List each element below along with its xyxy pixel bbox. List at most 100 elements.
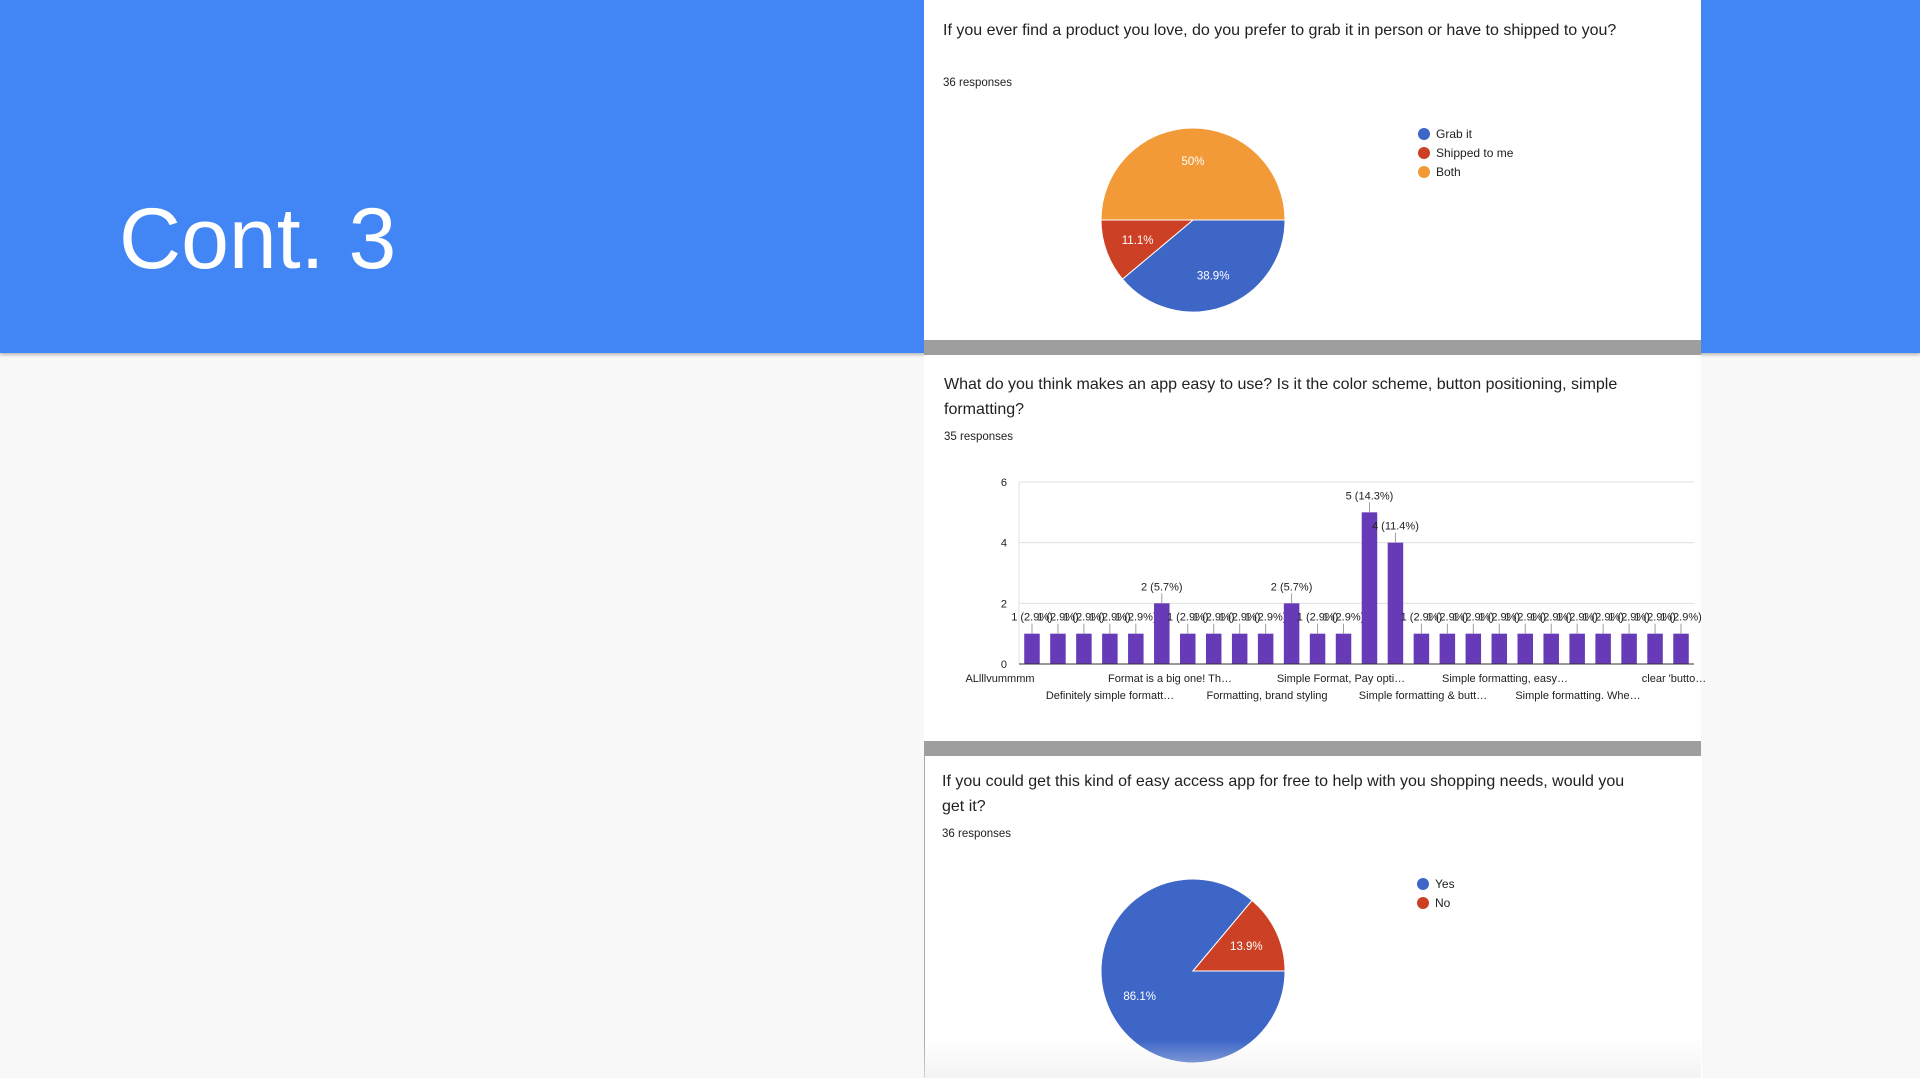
bar-data-label: 1 (2.9%)	[1089, 612, 1131, 624]
x-tick-label: Simple formatting. Whe…	[1515, 690, 1640, 702]
legend-marker-icon	[1418, 127, 1430, 140]
bar	[1569, 633, 1585, 664]
bar-data-label: 1 (2.9%)	[1582, 612, 1624, 624]
legend-item: No	[1417, 893, 1455, 912]
bar	[1257, 633, 1274, 664]
survey-card-q1: If you ever find a product you love, do …	[924, 0, 1701, 340]
legend-label: Grab it	[1436, 126, 1473, 141]
legend-marker-icon	[1417, 896, 1429, 909]
bar	[1335, 633, 1352, 664]
x-tick-label: Simple formatting & butt…	[1359, 690, 1487, 702]
bar-data-label: 1 (2.9%)	[1427, 612, 1469, 624]
bar-data-label: 2 (5.7%)	[1141, 581, 1183, 593]
legend-label: No	[1435, 895, 1451, 910]
bar	[1673, 633, 1689, 664]
question-text: What do you think makes an app easy to u…	[944, 376, 1618, 418]
pie-slice-value-label: 50%	[1181, 156, 1204, 168]
bar	[1024, 633, 1040, 664]
bar-data-label: 1 (2.9%)	[1063, 612, 1105, 624]
y-tick-label: 6	[1001, 477, 1007, 489]
bar	[1439, 633, 1456, 664]
bar-data-label: 1 (2.9%)	[1193, 612, 1235, 624]
bar-data-label: 4 (11.4%)	[1372, 521, 1419, 533]
bar	[1647, 633, 1663, 664]
response-count: 36 responses	[942, 828, 1012, 840]
bar	[1361, 512, 1378, 664]
legend-marker-icon	[1418, 146, 1430, 159]
pie-slice-shipped-to-me	[1100, 219, 1195, 280]
bar	[1309, 633, 1326, 664]
bar	[1050, 633, 1066, 664]
bar-data-label: 1 (2.9%)	[1634, 612, 1676, 624]
bar	[1231, 633, 1248, 664]
bar	[1283, 603, 1300, 664]
bar-data-label: 1 (2.9%)	[1478, 612, 1520, 624]
legend-item: Yes	[1417, 874, 1455, 893]
bar-data-label: 1 (2.9%)	[1660, 612, 1702, 624]
bar	[1387, 542, 1404, 664]
y-tick-label: 4	[1001, 538, 1007, 550]
x-tick-label: ALlllvummmm	[965, 673, 1034, 685]
bar	[1076, 633, 1092, 664]
legend-label: Both	[1436, 164, 1461, 179]
bar	[1180, 633, 1196, 664]
bar	[1128, 633, 1144, 664]
bar	[1413, 633, 1430, 664]
pie-chart-q1: 38.9% 11.1% 50%	[1100, 127, 1286, 313]
bar	[1491, 633, 1508, 664]
bar-data-label: 1 (2.9%)	[1297, 612, 1339, 624]
x-tick-label: clear 'butto…	[1642, 673, 1706, 685]
x-tick-label: Definitely simple formatt…	[1046, 690, 1174, 702]
bar-data-label: 1 (2.9%)	[1504, 612, 1546, 624]
legend-item: Shipped to me	[1418, 143, 1513, 162]
legend-label: Yes	[1435, 876, 1455, 891]
y-tick-label: 2	[1001, 598, 1007, 610]
pie-slice-value-label: 11.1%	[1122, 235, 1154, 247]
survey-card-q2: What do you think makes an app easy to u…	[924, 355, 1706, 741]
legend-label: Shipped to me	[1436, 145, 1514, 160]
legend-q1: Grab it Shipped to me Both	[1418, 124, 1513, 181]
pie-slice-value-label: 86.1%	[1123, 991, 1156, 1003]
bar	[1595, 633, 1611, 664]
bar	[1154, 603, 1170, 664]
question-text: If you could get this kind of easy acces…	[942, 773, 1625, 815]
legend-q3: Yes No	[1417, 874, 1455, 912]
pie-slice-both	[1100, 127, 1286, 221]
y-tick-label: 0	[1001, 659, 1007, 671]
bar	[1517, 633, 1533, 664]
pie-slice-value-label: 13.9%	[1230, 941, 1263, 953]
bar-data-label: 1 (2.9%)	[1219, 612, 1261, 624]
bar-data-label: 1 (2.9%)	[1556, 612, 1598, 624]
bar-data-label: 1 (2.9%)	[1167, 612, 1209, 624]
bar-data-label: 1 (2.9%)	[1323, 612, 1365, 624]
bar	[1102, 633, 1118, 664]
bar-data-label: 1 (2.9%)	[1245, 612, 1287, 624]
bar-data-label: 1 (2.9%)	[1011, 612, 1053, 624]
survey-card-q3: If you could get this kind of easy acces…	[924, 756, 1702, 1078]
legend-marker-icon	[1417, 877, 1429, 890]
bar-data-label: 2 (5.7%)	[1271, 581, 1313, 593]
card-separator	[924, 340, 1701, 355]
pie-slice-yes	[1100, 878, 1286, 1064]
bar-data-label: 1 (2.9%)	[1453, 612, 1495, 624]
bar	[1543, 633, 1559, 664]
x-tick-label: Simple Format, Pay opti…	[1277, 673, 1405, 685]
bar	[1621, 633, 1637, 664]
pie-slice-no	[1191, 899, 1286, 972]
slide-title: Cont. 3	[119, 191, 397, 287]
x-tick-label: Format is a big one! Th…	[1108, 673, 1232, 685]
card-separator	[924, 741, 1701, 756]
bar-data-label: 5 (14.3%)	[1346, 490, 1394, 502]
bar-data-label: 1 (2.9%)	[1401, 612, 1443, 624]
response-count: 36 responses	[943, 77, 1013, 89]
legend-item: Grab it	[1418, 124, 1513, 143]
bar-data-label: 1 (2.9%)	[1608, 612, 1650, 624]
x-tick-label: Formatting, brand styling	[1206, 690, 1327, 702]
pie-slice-grab-it	[1121, 219, 1286, 313]
pie-slice-value-label: 38.9%	[1197, 270, 1230, 282]
bar-data-label: 1 (2.9%)	[1115, 612, 1157, 624]
question-text: If you ever find a product you love, do …	[943, 22, 1617, 39]
pie-chart-q3: 86.1% 13.9%	[1100, 878, 1286, 1064]
legend-marker-icon	[1418, 165, 1430, 178]
